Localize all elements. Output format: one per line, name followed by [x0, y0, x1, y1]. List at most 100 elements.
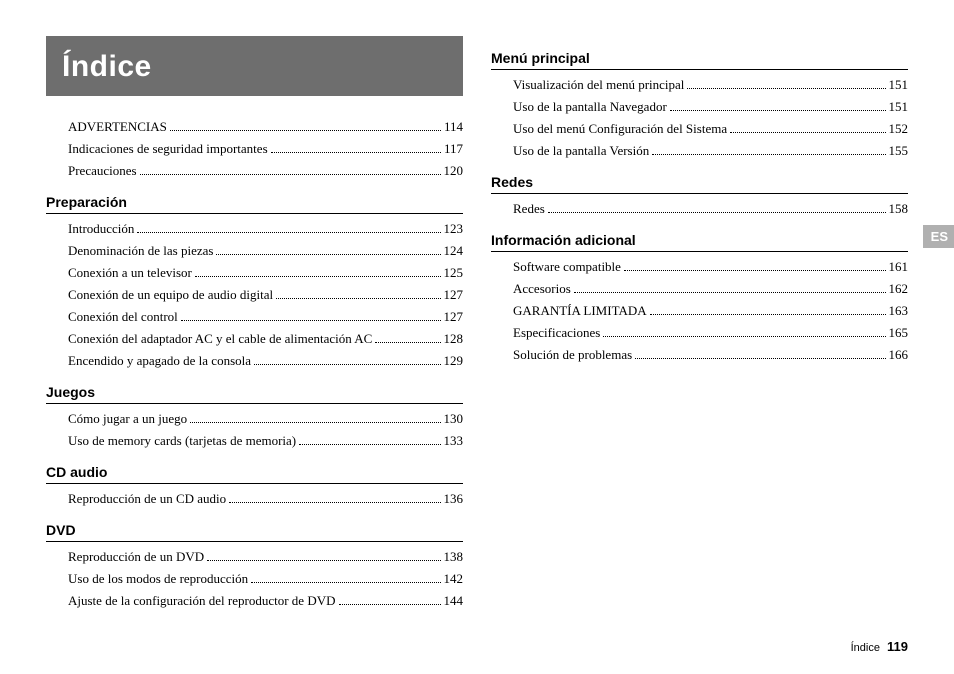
toc-entry-page: 130: [444, 410, 464, 428]
toc-entry-page: 165: [889, 324, 909, 342]
footer: Índice 119: [851, 639, 908, 654]
toc-entry: Conexión de un equipo de audio digital12…: [68, 286, 463, 304]
toc-entry-page: 120: [444, 162, 464, 180]
toc-entry-label: Conexión del control: [68, 308, 178, 326]
toc-leader-dots: [229, 502, 440, 503]
toc-leader-dots: [624, 270, 886, 271]
toc-entry: Uso de memory cards (tarjetas de memoria…: [68, 432, 463, 450]
toc-entry: Ajuste de la configuración del reproduct…: [68, 592, 463, 610]
toc-section-entries: Software compatible161 Accesorios162 GARAN…: [491, 258, 908, 364]
toc-entry-page: 151: [889, 98, 909, 116]
page-title: Índice: [46, 36, 463, 96]
toc-entry: Cómo jugar a un juego 130: [68, 410, 463, 428]
toc-entry-page: 155: [889, 142, 909, 160]
toc-section-entries: Redes 158: [491, 200, 908, 218]
toc-entry-label: Visualización del menú principal: [513, 76, 684, 94]
toc-entry-page: 158: [889, 200, 909, 218]
toc-section-heading: DVD: [46, 522, 463, 542]
toc-section-heading: Juegos: [46, 384, 463, 404]
toc-entry: Redes 158: [513, 200, 908, 218]
toc-entry-page: 151: [889, 76, 909, 94]
toc-entry-page: 138: [444, 548, 464, 566]
toc-entry: Accesorios162: [513, 280, 908, 298]
toc-entry: Software compatible161: [513, 258, 908, 276]
toc-entry-page: 144: [444, 592, 464, 610]
footer-page-number: 119: [887, 639, 908, 654]
toc-entry: Denominación de las piezas124: [68, 242, 463, 260]
language-tab: ES: [923, 225, 954, 248]
toc-leader-dots: [339, 604, 441, 605]
toc-leader-dots: [635, 358, 885, 359]
toc-entry-page: 124: [444, 242, 464, 260]
toc-section-heading: CD audio: [46, 464, 463, 484]
footer-label: Índice: [851, 642, 880, 654]
toc-entry: Conexión del control 127: [68, 308, 463, 326]
toc-entry: Especificaciones165: [513, 324, 908, 342]
toc-entry-label: Conexión del adaptador AC y el cable de …: [68, 330, 372, 348]
toc-entry-page: 125: [444, 264, 464, 282]
toc-leader-dots: [687, 88, 885, 89]
toc-entry-label: Cómo jugar a un juego: [68, 410, 187, 428]
toc-leader-dots: [195, 276, 441, 277]
toc-section-entries: Introducción123 Denominación de las pieza…: [46, 220, 463, 370]
toc-entry-label: Reproducción de un DVD: [68, 548, 204, 566]
toc-entry-page: 123: [444, 220, 464, 238]
toc-entry-page: 136: [444, 490, 464, 508]
toc-entry-label: Accesorios: [513, 280, 571, 298]
page: Índice ADVERTENCIAS 114 Indicaciones de se…: [0, 0, 954, 674]
toc-entry: Visualización del menú principal 151: [513, 76, 908, 94]
toc-entry: ADVERTENCIAS 114: [68, 118, 463, 136]
toc-entry-label: Reproducción de un CD audio: [68, 490, 226, 508]
toc-entry: Uso de los modos de reproducción142: [68, 570, 463, 588]
toc-leader-dots: [254, 364, 440, 365]
toc-leader-dots: [271, 152, 441, 153]
toc-entry-label: Conexión a un televisor: [68, 264, 192, 282]
toc-section-heading: Información adicional: [491, 232, 908, 252]
toc-entry: GARANTÍA LIMITADA 163: [513, 302, 908, 320]
toc-entry-page: 129: [444, 352, 464, 370]
toc-entry: Conexión a un televisor 125: [68, 264, 463, 282]
toc-leader-dots: [730, 132, 885, 133]
toc-entry-page: 133: [444, 432, 464, 450]
toc-entry: Indicaciones de seguridad importantes117: [68, 140, 463, 158]
toc-leader-dots: [299, 444, 440, 445]
toc-entry: Conexión del adaptador AC y el cable de …: [68, 330, 463, 348]
toc-entry-label: Ajuste de la configuración del reproduct…: [68, 592, 336, 610]
toc-entry-page: 166: [889, 346, 909, 364]
toc-entry-label: Redes: [513, 200, 545, 218]
toc-leader-dots: [251, 582, 440, 583]
intro-entries: ADVERTENCIAS 114 Indicaciones de seguridad…: [46, 118, 463, 180]
toc-entry: Introducción123: [68, 220, 463, 238]
toc-entry: Reproducción de un CD audio 136: [68, 490, 463, 508]
toc-section-entries: Cómo jugar a un juego 130 Uso de memory ca…: [46, 410, 463, 450]
toc-section-heading: Redes: [491, 174, 908, 194]
toc-entry-label: Uso de memory cards (tarjetas de memoria…: [68, 432, 296, 450]
toc-section-heading: Preparación: [46, 194, 463, 214]
toc-entry-page: 163: [889, 302, 909, 320]
toc-entry-label: Precauciones: [68, 162, 137, 180]
toc-leader-dots: [207, 560, 440, 561]
toc-entry-label: Uso del menú Configuración del Sistema: [513, 120, 727, 138]
toc-leader-dots: [190, 422, 440, 423]
toc-leader-dots: [181, 320, 441, 321]
toc-entry-page: 114: [444, 118, 463, 136]
toc-entry-page: 127: [444, 308, 464, 326]
toc-entry-label: Uso de la pantalla Versión: [513, 142, 649, 160]
toc-entry-label: GARANTÍA LIMITADA: [513, 302, 647, 320]
toc-entry-label: ADVERTENCIAS: [68, 118, 167, 136]
toc-section-heading: Menú principal: [491, 50, 908, 70]
toc-entry-label: Solución de problemas: [513, 346, 632, 364]
toc-leader-dots: [170, 130, 441, 131]
toc-leader-dots: [140, 174, 441, 175]
toc-entry-page: 152: [889, 120, 909, 138]
toc-entry-label: Software compatible: [513, 258, 621, 276]
toc-section-entries: Visualización del menú principal 151 Uso d…: [491, 76, 908, 160]
toc-entry-label: Encendido y apagado de la consola: [68, 352, 251, 370]
toc-leader-dots: [574, 292, 886, 293]
toc-leader-dots: [216, 254, 440, 255]
toc-leader-dots: [670, 110, 886, 111]
toc-entry: Uso del menú Configuración del Sistema 15…: [513, 120, 908, 138]
toc-entry-page: 127: [444, 286, 464, 304]
toc-entry: Uso de la pantalla Versión 155: [513, 142, 908, 160]
toc-entry-label: Indicaciones de seguridad importantes: [68, 140, 268, 158]
